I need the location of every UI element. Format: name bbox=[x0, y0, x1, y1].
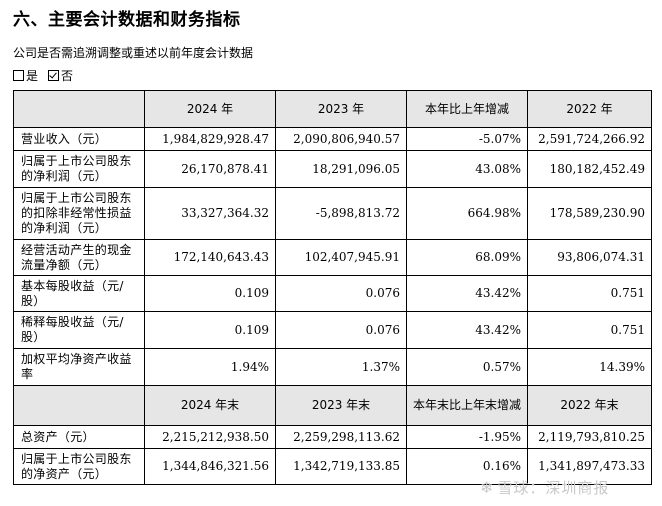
row-label: 基本每股收益（元/股） bbox=[13, 275, 145, 312]
table-cell: 2,090,806,940.57 bbox=[275, 127, 407, 151]
table-row: 归属于上市公司股东的净资产（元） 1,344,846,321.56 1,342,… bbox=[13, 448, 652, 485]
table-cell: 43.08% bbox=[406, 150, 528, 188]
choice-no-label: 否 bbox=[61, 69, 74, 83]
row-label: 稀释每股收益（元/股） bbox=[13, 311, 145, 349]
header-cell: 2024 年 bbox=[144, 90, 276, 128]
table-cell: 26,170,878.41 bbox=[144, 150, 276, 188]
table-row: 营业收入（元） 1,984,829,928.47 2,090,806,940.5… bbox=[13, 127, 652, 151]
row-label: 营业收入（元） bbox=[13, 127, 145, 151]
table-cell: 2,215,212,938.50 bbox=[144, 425, 276, 449]
table-cell: 172,140,643.43 bbox=[144, 239, 276, 276]
financial-indicators-table: 2024 年 2023 年 本年比上年增减 2022 年 营业收入（元） 1,9… bbox=[13, 90, 652, 485]
table-cell: 180,182,452.49 bbox=[527, 150, 652, 188]
restatement-choices: 是 否 bbox=[13, 67, 83, 84]
row-label: 总资产（元） bbox=[13, 425, 145, 449]
table-cell: 33,327,364.32 bbox=[144, 187, 276, 240]
table-cell: 664.98% bbox=[406, 187, 528, 240]
header-cell: 2022 年末 bbox=[527, 385, 652, 426]
table-cell: 0.751 bbox=[527, 275, 652, 312]
checked-box-icon bbox=[48, 70, 60, 81]
watermark-text: 雪球：深圳商报 bbox=[497, 479, 610, 497]
row-label: 经营活动产生的现金流量净额（元） bbox=[13, 239, 145, 276]
table-cell: 0.109 bbox=[144, 275, 276, 312]
table-cell: 43.42% bbox=[406, 275, 528, 312]
table-cell: 14.39% bbox=[527, 348, 652, 386]
table-row: 经营活动产生的现金流量净额（元） 172,140,643.43 102,407,… bbox=[13, 239, 652, 276]
header-cell bbox=[13, 385, 145, 426]
choice-no: 否 bbox=[48, 67, 73, 84]
table-cell: 1,984,829,928.47 bbox=[144, 127, 276, 151]
header-cell: 2024 年末 bbox=[144, 385, 276, 426]
table-header-row: 2024 年末 2023 年末 本年末比上年末增减 2022 年末 bbox=[13, 385, 652, 426]
table-cell: -5,898,813.72 bbox=[275, 187, 407, 240]
table-cell: 43.42% bbox=[406, 311, 528, 349]
row-label: 加权平均净资产收益率 bbox=[13, 348, 145, 386]
table-cell: -5.07% bbox=[406, 127, 528, 151]
table-cell: 68.09% bbox=[406, 239, 528, 276]
table-cell: 0.076 bbox=[275, 275, 407, 312]
table-cell: 2,591,724,266.92 bbox=[527, 127, 652, 151]
table-row: 总资产（元） 2,215,212,938.50 2,259,298,113.62… bbox=[13, 425, 652, 449]
table-cell: 178,589,230.90 bbox=[527, 187, 652, 240]
table-row: 稀释每股收益（元/股） 0.109 0.076 43.42% 0.751 bbox=[13, 311, 652, 349]
table-row: 归属于上市公司股东的扣除非经常性损益的净利润（元） 33,327,364.32 … bbox=[13, 187, 652, 240]
watermark: ❄ 雪球：深圳商报 bbox=[480, 477, 609, 498]
snowball-logo-icon: ❄ bbox=[480, 478, 495, 497]
header-cell: 2023 年末 bbox=[275, 385, 407, 426]
table-cell: 0.16% bbox=[406, 448, 528, 485]
restatement-question: 公司是否需追溯调整或重述以前年度会计数据 bbox=[13, 46, 254, 60]
table-cell: -1.95% bbox=[406, 425, 528, 449]
table-cell: 2,119,793,810.25 bbox=[527, 425, 652, 449]
table-cell: 1,341,897,473.33 bbox=[527, 448, 652, 485]
row-label: 归属于上市公司股东的净利润（元） bbox=[13, 150, 145, 188]
header-cell: 2022 年 bbox=[527, 90, 652, 128]
table-cell: 93,806,074.31 bbox=[527, 239, 652, 276]
header-cell: 2023 年 bbox=[275, 90, 407, 128]
table-header-row: 2024 年 2023 年 本年比上年增减 2022 年 bbox=[13, 90, 652, 128]
choice-yes-label: 是 bbox=[26, 69, 39, 83]
table-cell: 0.57% bbox=[406, 348, 528, 386]
header-cell: 本年比上年增减 bbox=[406, 90, 528, 128]
header-cell bbox=[13, 90, 145, 128]
table-cell: 1,342,719,133.85 bbox=[275, 448, 407, 485]
table-cell: 18,291,096.05 bbox=[275, 150, 407, 188]
table-cell: 1,344,846,321.56 bbox=[144, 448, 276, 485]
table-row: 加权平均净资产收益率 1.94% 1.37% 0.57% 14.39% bbox=[13, 348, 652, 386]
table-row: 基本每股收益（元/股） 0.109 0.076 43.42% 0.751 bbox=[13, 275, 652, 312]
header-cell: 本年末比上年末增减 bbox=[406, 385, 528, 426]
choice-yes: 是 bbox=[13, 67, 38, 84]
table-cell: 1.94% bbox=[144, 348, 276, 386]
table-row: 归属于上市公司股东的净利润（元） 26,170,878.41 18,291,09… bbox=[13, 150, 652, 188]
section-title: 六、主要会计数据和财务指标 bbox=[13, 10, 241, 30]
table-cell: 0.751 bbox=[527, 311, 652, 349]
table-cell: 1.37% bbox=[275, 348, 407, 386]
row-label: 归属于上市公司股东的扣除非经常性损益的净利润（元） bbox=[13, 187, 145, 240]
unchecked-box-icon bbox=[13, 70, 24, 81]
table-cell: 102,407,945.91 bbox=[275, 239, 407, 276]
table-cell: 0.076 bbox=[275, 311, 407, 349]
table-cell: 0.109 bbox=[144, 311, 276, 349]
table-cell: 2,259,298,113.62 bbox=[275, 425, 407, 449]
row-label: 归属于上市公司股东的净资产（元） bbox=[13, 448, 145, 485]
